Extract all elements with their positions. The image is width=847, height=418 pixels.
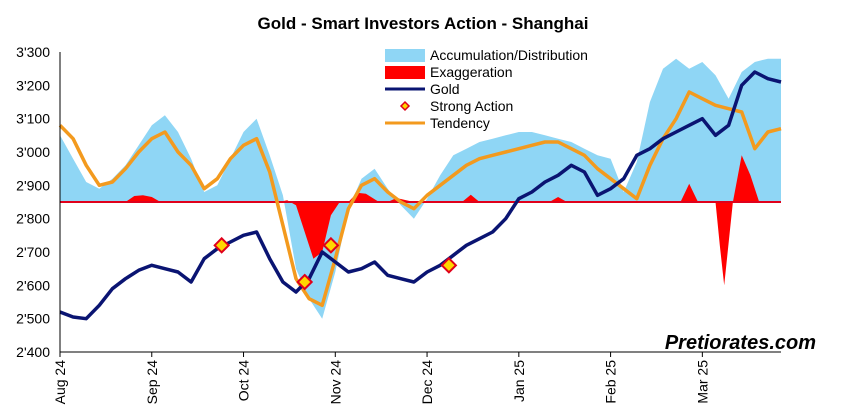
strong-action-marker-4 [440, 256, 458, 274]
legend-label-strong-action: Strong Action [430, 98, 513, 114]
legend-label-gold: Gold [430, 81, 460, 97]
y-tick-label: 3'300 [16, 44, 50, 60]
y-tick-label: 3'100 [16, 111, 50, 127]
tendency-line [58, 90, 782, 308]
legend: Accumulation/DistributionExaggerationGol… [385, 47, 588, 131]
accumulation-distribution-area [60, 58, 781, 319]
legend-label-exaggeration: Exaggeration [430, 64, 513, 80]
legend-label-tendency: Tendency [430, 115, 490, 131]
legend-label-accumulation-distribution: Accumulation/Distribution [430, 47, 588, 63]
y-tick-label: 3'200 [16, 77, 50, 93]
gold-line [59, 70, 782, 321]
x-tick-label: Dec 24 [419, 360, 435, 405]
y-tick-label: 2'800 [16, 211, 50, 227]
x-tick-label: Oct 24 [236, 360, 252, 401]
strong-action-marker-1 [213, 236, 231, 254]
x-tick-label: Jan 25 [511, 360, 527, 402]
y-tick-label: 2'500 [16, 311, 50, 327]
legend-swatch-exaggeration [385, 66, 425, 79]
x-tick-label: Feb 25 [603, 360, 619, 404]
y-tick-label: 2'900 [16, 177, 50, 193]
legend-swatch-accumulation-distribution [385, 49, 425, 62]
x-tick-label: Nov 24 [327, 360, 343, 405]
y-tick-label: 2'600 [16, 277, 50, 293]
legend-swatch-strong-action [399, 100, 411, 112]
strong-action-marker-3 [322, 236, 340, 254]
strong-action-marker-2 [296, 273, 314, 291]
y-axis: 3'300 3'200 3'100 3'000 2'900 2'800 2'700 2'600… [16, 44, 61, 360]
x-axis: Aug 24 Sep 24 Oct 24 Nov 24 Dec 24 Jan 25 Feb … [52, 351, 781, 405]
x-tick-label: Sep 24 [144, 360, 160, 405]
watermark: Pretiorates.com [665, 332, 816, 354]
y-tick-label: 3'000 [16, 144, 50, 160]
y-tick-label: 2'700 [16, 244, 50, 260]
plot-area [58, 58, 782, 321]
y-tick-label: 2'400 [16, 344, 50, 360]
x-tick-label: Mar 25 [694, 360, 710, 404]
chart-title: Gold - Smart Investors Action - Shanghai [258, 14, 589, 33]
x-tick-label: Aug 24 [52, 360, 68, 405]
